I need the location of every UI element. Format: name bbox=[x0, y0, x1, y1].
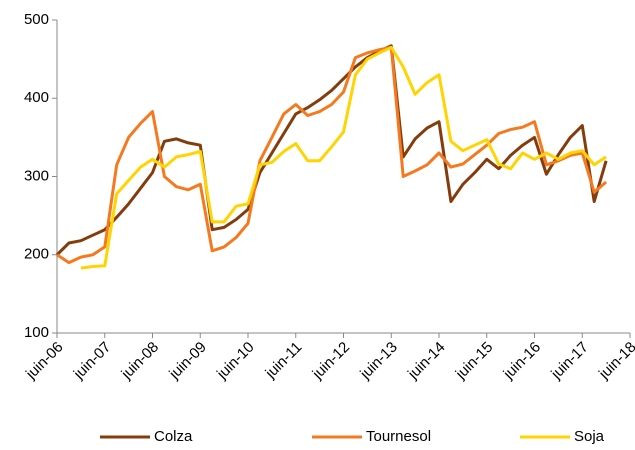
series-line bbox=[55, 44, 608, 256]
y-tick-label: 500 bbox=[24, 11, 49, 28]
x-tick-label: juin-16 bbox=[500, 339, 545, 384]
x-tick-label: juin-06 bbox=[22, 339, 67, 384]
x-tick-label: juin-09 bbox=[165, 339, 210, 384]
x-tick-label: juin-14 bbox=[404, 339, 449, 384]
y-tick-label: 300 bbox=[24, 167, 49, 184]
x-tick-label: juin-13 bbox=[356, 339, 401, 384]
x-tick-label: juin-12 bbox=[309, 339, 354, 384]
x-tick-label: juin-11 bbox=[262, 339, 306, 383]
x-tick-label: juin-07 bbox=[70, 339, 115, 384]
y-tick-label: 200 bbox=[24, 246, 49, 263]
x-tick-label: juin-17 bbox=[547, 339, 592, 384]
x-tick-label: juin-08 bbox=[118, 339, 163, 384]
y-tick-label: 400 bbox=[24, 89, 49, 106]
legend-label: Soja bbox=[574, 428, 605, 445]
x-tick-label: juin-10 bbox=[213, 339, 258, 384]
series-line bbox=[56, 45, 608, 265]
legend-label: Tournesol bbox=[366, 428, 431, 445]
y-tick-label: 100 bbox=[24, 324, 49, 341]
legend-label: Colza bbox=[154, 428, 193, 445]
series-line bbox=[80, 45, 607, 270]
x-tick-label: juin-18 bbox=[595, 339, 635, 384]
x-tick-label: juin-15 bbox=[452, 339, 497, 384]
